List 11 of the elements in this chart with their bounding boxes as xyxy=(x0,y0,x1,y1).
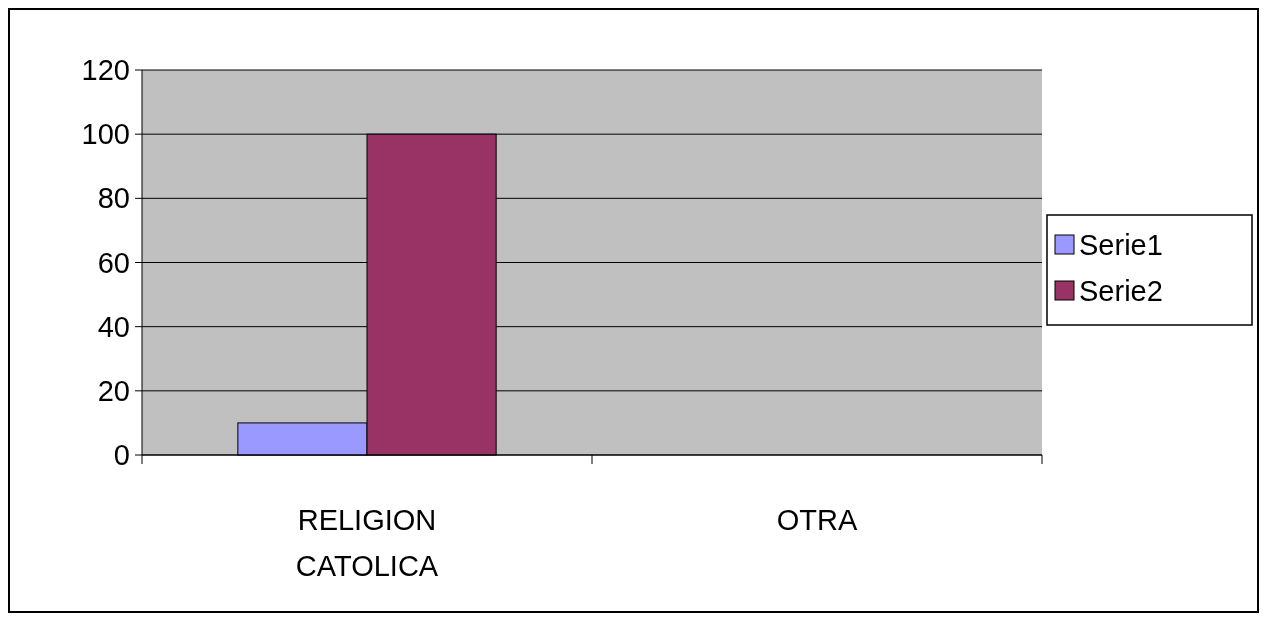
y-tick-label: 60 xyxy=(97,246,130,279)
legend-label: Serie1 xyxy=(1079,229,1163,262)
x-tick-label: OTRA xyxy=(776,504,858,536)
x-tick-label: RELIGION CATOLICA xyxy=(295,504,439,582)
y-tick-label: 120 xyxy=(81,54,130,87)
y-tick-label: 20 xyxy=(97,374,130,407)
y-tick-label: 80 xyxy=(97,182,130,215)
y-tick-label: 40 xyxy=(97,310,130,343)
legend-label: Serie2 xyxy=(1079,275,1163,308)
y-tick-label: 0 xyxy=(113,439,130,472)
y-tick-label: 100 xyxy=(81,118,130,151)
